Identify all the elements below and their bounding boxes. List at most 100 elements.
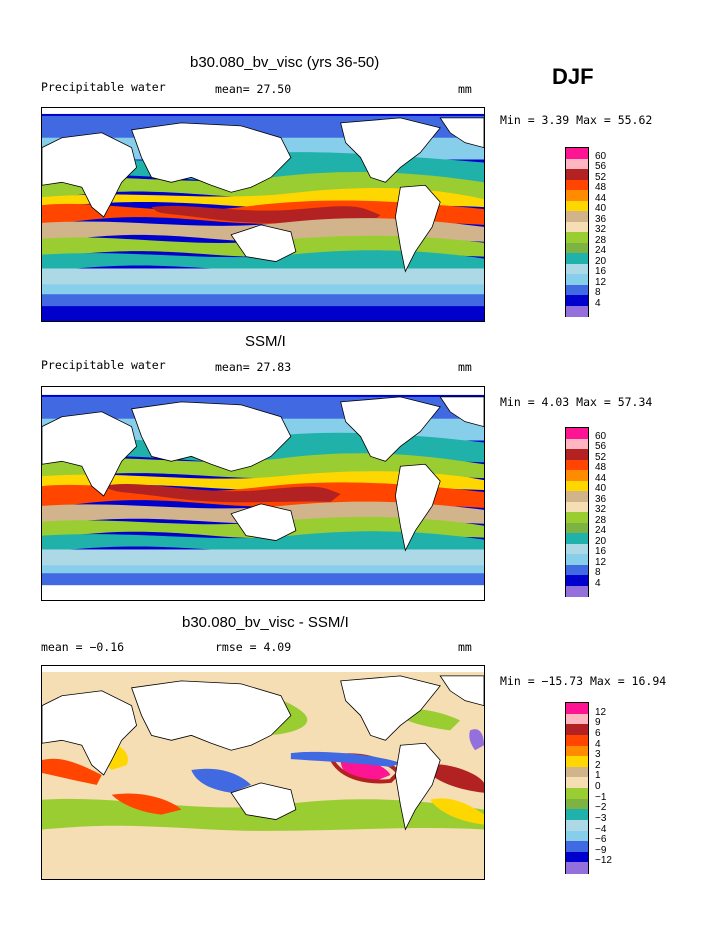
colorbar-tick-label: 0 xyxy=(595,781,601,792)
colorbar-tick-label: 24 xyxy=(595,245,607,256)
minmax-label: Min = 3.39 Max = 55.62 xyxy=(500,113,653,127)
colorbar-swatch xyxy=(566,713,588,725)
colorbar-tick-label: 40 xyxy=(595,203,607,214)
units-label: mm xyxy=(458,640,472,654)
colorbar-tick-label: 1 xyxy=(595,770,601,782)
colorbar-swatch xyxy=(566,585,588,597)
colorbar-tick-label: 12 xyxy=(595,556,607,568)
colorbar-swatch xyxy=(566,200,588,212)
mean-label: mean = −0.16 xyxy=(41,640,125,654)
map-difference xyxy=(41,665,485,880)
colorbar-swatch xyxy=(566,512,588,523)
colorbar-tick-label: 2 xyxy=(595,759,601,771)
mean-label: mean= 27.83 xyxy=(215,360,292,374)
colorbar-swatch xyxy=(566,242,588,254)
colorbar-tick-label: 44 xyxy=(595,192,607,204)
panel-title: b30.080_bv_visc - SSM/I xyxy=(182,614,349,631)
colorbar-tick-label: 56 xyxy=(595,441,607,452)
colorbar-swatch xyxy=(566,564,588,576)
map-observed xyxy=(41,386,485,601)
colorbar-swatch xyxy=(566,777,588,789)
colorbar-swatch xyxy=(566,211,588,222)
colorbar-tick-label: 12 xyxy=(595,706,607,718)
colorbar-tick-label: 4 xyxy=(595,577,601,589)
colorbar-swatch xyxy=(566,788,588,800)
colorbar-swatch xyxy=(566,190,588,201)
colorbar-swatch xyxy=(566,480,588,492)
colorbar-tick-label: 4 xyxy=(595,297,601,309)
colorbar-swatch xyxy=(566,263,588,275)
mean-label: mean= 27.50 xyxy=(215,82,292,96)
colorbar-swatch xyxy=(566,703,588,715)
colorbar-tick-label: −9 xyxy=(595,844,607,856)
colorbar-tick-label: 44 xyxy=(595,472,607,484)
colorbar-tick-label: 32 xyxy=(595,504,607,515)
variable-label: Precipitable water xyxy=(41,358,166,372)
units-label: mm xyxy=(458,360,472,374)
colorbar-swatch xyxy=(566,491,588,502)
colorbar-tick-label: 52 xyxy=(595,171,607,183)
colorbar-tick-label: 16 xyxy=(595,546,607,557)
colorbar-swatch xyxy=(566,470,588,481)
colorbar-swatch xyxy=(566,862,588,874)
colorbar-model xyxy=(565,147,589,317)
colorbar-swatch xyxy=(566,169,588,180)
colorbar-tick-label: 52 xyxy=(595,451,607,463)
colorbar-swatch xyxy=(566,734,588,746)
colorbar-observed xyxy=(565,427,589,597)
colorbar-tick-label: 40 xyxy=(595,483,607,494)
colorbar-tick-label: 60 xyxy=(595,150,607,162)
colorbar-tick-label: 8 xyxy=(595,567,601,578)
rmse-label: rmse = 4.09 xyxy=(215,640,292,654)
colorbar-tick-label: 8 xyxy=(595,287,601,298)
colorbar-tick-label: 3 xyxy=(595,749,601,761)
colorbar-tick-label: 24 xyxy=(595,525,607,536)
colorbar-tick-label: 48 xyxy=(595,182,607,193)
panel-title: SSM/I xyxy=(245,333,286,350)
colorbar-swatch xyxy=(566,841,588,853)
colorbar-swatch xyxy=(566,809,588,821)
colorbar-swatch xyxy=(566,284,588,296)
colorbar-swatch xyxy=(566,158,588,170)
colorbar-swatch xyxy=(566,305,588,317)
colorbar-tick-label: −6 xyxy=(595,834,607,846)
colorbar-tick-label: −2 xyxy=(595,802,607,814)
minmax-label: Min = 4.03 Max = 57.34 xyxy=(500,395,653,409)
colorbar-swatch xyxy=(566,830,588,842)
colorbar-swatch xyxy=(566,253,588,264)
colorbar-swatch xyxy=(566,798,588,810)
colorbar-swatch xyxy=(566,575,588,586)
colorbar-tick-label: 20 xyxy=(595,535,607,547)
colorbar-swatch xyxy=(566,148,588,159)
colorbar-tick-label: −1 xyxy=(595,791,607,803)
colorbar-swatch xyxy=(566,459,588,471)
colorbar-tick-label: 12 xyxy=(595,276,607,288)
colorbar-swatch xyxy=(566,438,588,450)
panel-title: b30.080_bv_visc (yrs 36-50) xyxy=(190,54,380,71)
colorbar-swatch xyxy=(566,533,588,544)
colorbar-swatch xyxy=(566,851,588,863)
colorbar-swatch xyxy=(566,232,588,243)
colorbar-tick-label: 36 xyxy=(595,493,607,505)
colorbar-swatch xyxy=(566,554,588,565)
season-label: DJF xyxy=(552,64,594,89)
colorbar-tick-label: 20 xyxy=(595,255,607,267)
minmax-label: Min = −15.73 Max = 16.94 xyxy=(500,674,667,688)
colorbar-swatch xyxy=(566,766,588,778)
colorbar-tick-label: −3 xyxy=(595,812,607,824)
colorbar-swatch xyxy=(566,179,588,191)
colorbar-tick-label: 36 xyxy=(595,213,607,225)
colorbar-swatch xyxy=(566,724,588,736)
colorbar-swatch xyxy=(566,745,588,757)
colorbar-tick-label: 28 xyxy=(595,234,607,246)
variable-label: Precipitable water xyxy=(41,80,166,94)
colorbar-tick-label: 16 xyxy=(595,266,607,277)
colorbar-tick-label: 28 xyxy=(595,514,607,526)
colorbar-difference xyxy=(565,702,589,874)
colorbar-swatch xyxy=(566,221,588,233)
colorbar-tick-label: 56 xyxy=(595,161,607,172)
colorbar-tick-label: 60 xyxy=(595,430,607,442)
map-model xyxy=(41,107,485,322)
colorbar-swatch xyxy=(566,756,588,768)
colorbar-swatch xyxy=(566,449,588,460)
